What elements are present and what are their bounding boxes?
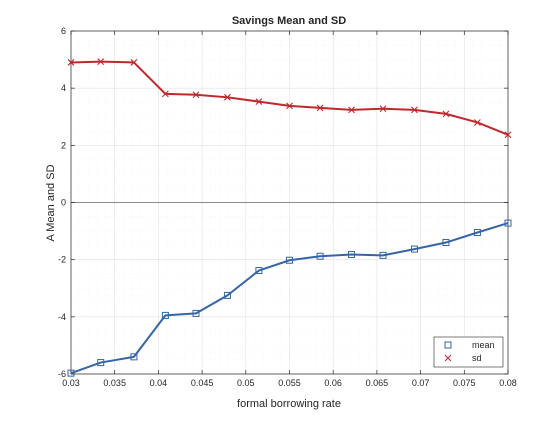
y-tick-label: 4 [61,83,66,93]
labels-layer: Savings Mean and SD formal borrowing rat… [45,15,346,410]
x-axis-label: formal borrowing rate [237,398,341,410]
series-line-mean [70,222,509,375]
data-point-sd-stroke-b [474,119,481,126]
x-tick-label: 0.075 [453,378,476,388]
x-tick-label: 0.04 [150,378,168,388]
data-point-sd [255,98,263,105]
y-axis-label: A Mean and SD [45,164,57,241]
chart-title: Savings Mean and SD [232,15,346,27]
y-tick-label: 0 [61,198,66,208]
data-point-mean [286,256,293,264]
legend-entry-mean: mean [472,340,495,350]
y-tick-label: -6 [58,369,66,379]
data-point-sd [474,119,481,126]
data-point-sd [192,91,200,99]
x-tick-label: 0.065 [366,378,389,388]
data-point-sd-stroke-b [411,106,418,114]
x-tick-label: 0.07 [412,378,430,388]
data-point-sd [348,106,355,114]
axes-layer: 0.03 0.035 0.04 0.045 0.05 0.055 0.06 0.065 0.07… [58,26,517,388]
data-point-sd [224,93,231,101]
data-point-sd [97,58,105,65]
data-point-mean [130,353,138,361]
x-tick-label: 0.035 [103,378,126,388]
data-point-sd [442,110,450,118]
data-point-mean [97,359,105,367]
legend-marker-mean [444,341,452,349]
data-point-sd [67,59,75,66]
data-point-sd [411,106,418,114]
data-point-sd-stroke-b [224,93,231,101]
data-point-mean [473,229,481,237]
data-point-mean [67,369,75,377]
data-point-sd [162,90,169,98]
data-point-mean [504,219,512,227]
x-tick-label: 0.05 [237,378,255,388]
data-point-sd [379,105,387,113]
data-point-sd-stroke-b [97,58,105,65]
x-tick-label: 0.055 [278,378,301,388]
x-tick-label: 0.06 [324,378,342,388]
x-tick-label: 0.045 [191,378,214,388]
x-tick-label: 0.08 [499,378,517,388]
data-point-mean [161,311,169,319]
legend-symbol-sd-stroke-b [444,354,452,362]
data-point-mean [223,291,231,299]
data-point-mean [255,267,263,275]
data-point-mean [192,309,200,317]
data-point-sd [286,102,293,110]
data-point-sd-stroke-b [255,98,263,105]
data-point-sd-stroke-b [348,106,355,114]
data-point-mean [442,239,450,247]
data-point-sd-stroke-b [504,131,512,139]
x-tick-label: 0.03 [62,378,80,388]
data-point-sd-stroke-b [192,91,200,99]
data-point-sd-stroke-b [286,102,293,110]
data-point-sd-stroke-b [130,59,138,66]
legend: mean sd [433,336,504,368]
data-point-sd [504,131,512,139]
series-layer [67,58,512,377]
legend-symbol-sd [444,354,452,362]
y-tick-label: 2 [61,140,66,150]
data-point-mean [410,245,418,253]
data-point-sd [316,104,324,112]
data-point-sd-stroke-b [67,59,75,66]
y-tick-label: 6 [61,26,66,36]
data-point-sd [130,59,138,66]
y-tick-label: -4 [58,312,66,322]
legend-entry-sd: sd [472,353,482,363]
legend-marker-sd [444,354,452,362]
y-tick-label: -2 [58,255,66,265]
data-point-sd-stroke-b [316,104,324,112]
data-point-sd-stroke-b [162,90,169,98]
data-point-sd-stroke-b [442,110,450,118]
data-point-mean [316,252,324,260]
data-point-mean [348,251,356,259]
data-point-mean [379,251,387,259]
data-point-sd-stroke-b [379,105,387,113]
legend-symbol-mean [444,341,452,349]
